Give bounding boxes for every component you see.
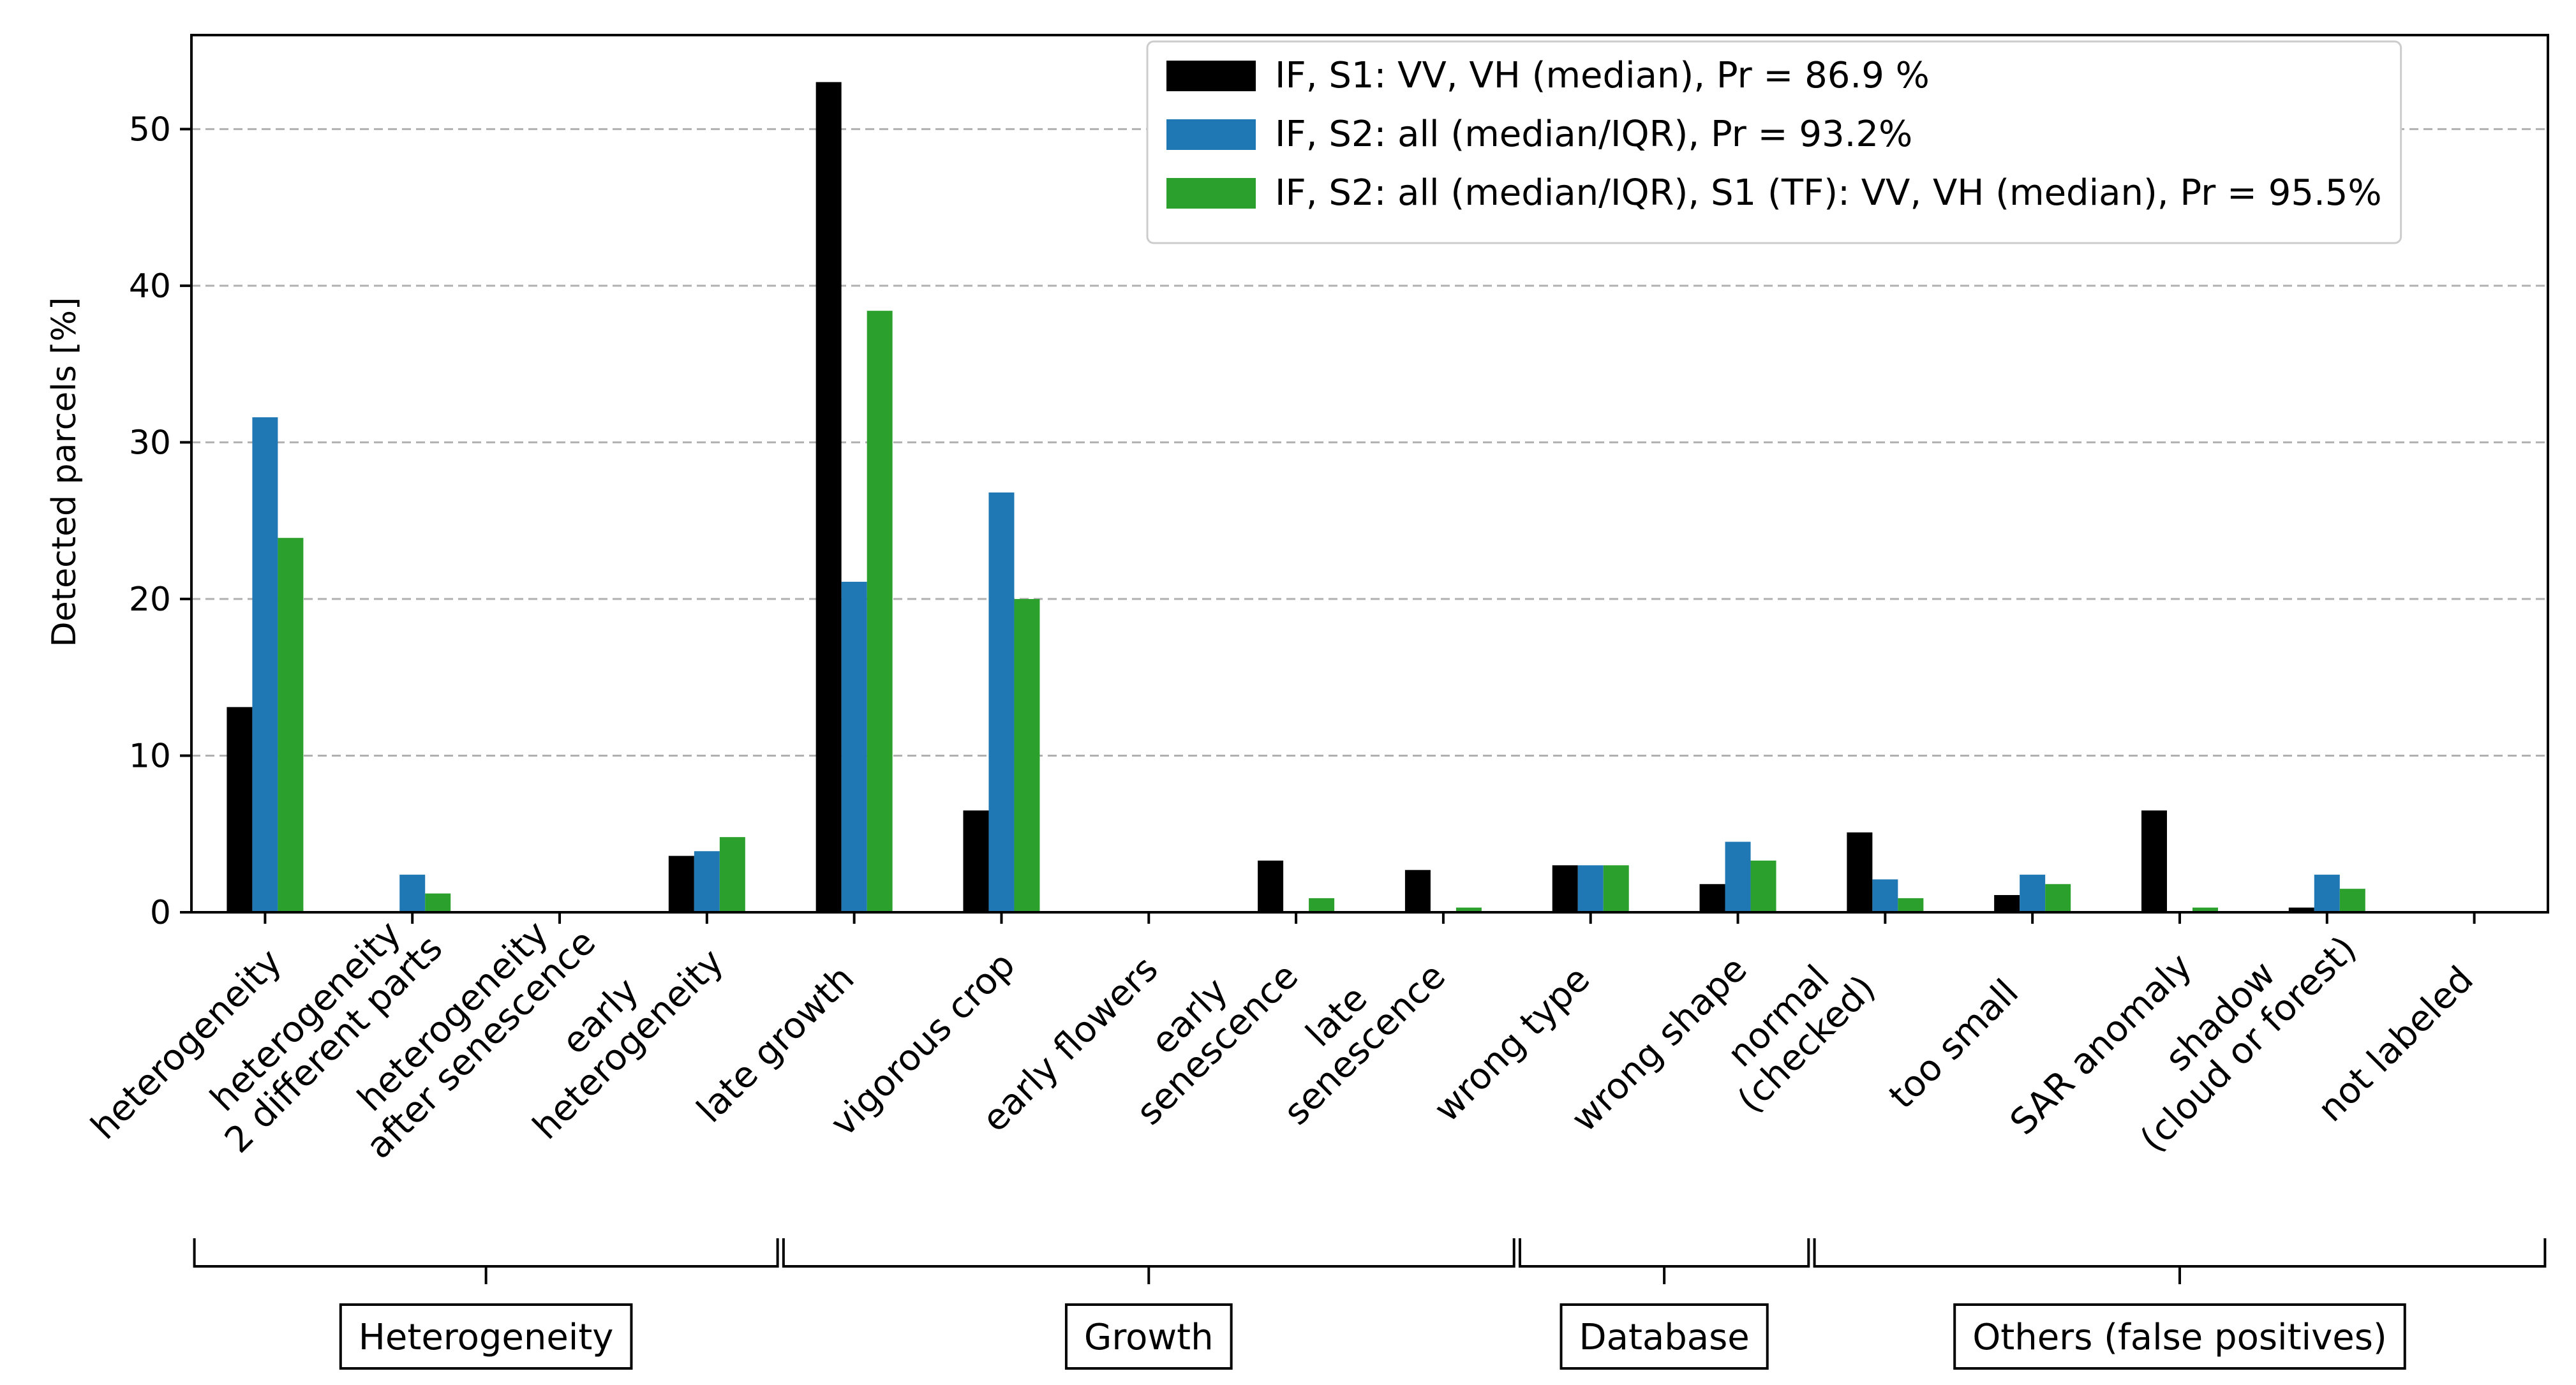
bar <box>815 82 842 912</box>
legend-swatch <box>1166 178 1256 209</box>
bar <box>425 893 451 912</box>
bar <box>227 707 253 912</box>
x-tick-label: too small <box>1881 972 2027 1117</box>
group-label: Heterogeneity <box>359 1317 614 1358</box>
bar <box>867 311 893 913</box>
bar <box>2314 875 2340 912</box>
group-bracket: Growth <box>782 1238 1515 1370</box>
group-label: Database <box>1579 1317 1750 1358</box>
bar <box>1014 598 1040 912</box>
bar <box>2339 889 2365 912</box>
group-bracket: Database <box>1518 1238 1810 1370</box>
bar <box>668 855 694 912</box>
bar <box>1456 907 1482 912</box>
bar <box>719 837 745 912</box>
group-label: Others (false positives) <box>1972 1317 2387 1358</box>
bar <box>1404 870 1431 912</box>
group-label-box <box>1953 1303 2406 1370</box>
legend-label: IF, S2: all (median/IQR), Pr = 93.2% <box>1275 114 1912 155</box>
group-label-box <box>1560 1303 1769 1370</box>
bar <box>1898 898 1924 912</box>
y-tick-label: 20 <box>129 581 171 619</box>
bar <box>963 810 989 912</box>
bar <box>1699 884 1725 912</box>
bar <box>1847 832 1873 912</box>
bar <box>252 417 278 912</box>
plot-frame <box>190 34 2549 914</box>
legend-item: IF, S2: all (median/IQR), Pr = 93.2% <box>1166 114 1912 155</box>
bar <box>2192 907 2218 912</box>
y-axis: 0 10 20 30 40 50 <box>129 110 191 932</box>
legend: IF, S1: VV, VH (median), Pr = 86.9 % IF, … <box>1146 40 2402 244</box>
legend-label: IF, S2: all (median/IQR), S1 (TF): VV, V… <box>1275 172 2382 214</box>
bar <box>2288 907 2314 912</box>
group-label-box <box>1064 1303 1233 1370</box>
legend-swatch <box>1166 119 1256 150</box>
bar <box>841 581 867 912</box>
group-label: Growth <box>1084 1317 1214 1358</box>
legend-swatch <box>1166 61 1256 91</box>
group-label-box <box>339 1303 633 1370</box>
bar <box>988 492 1015 912</box>
bar <box>1577 865 1604 912</box>
group-bracket: Heterogeneity <box>193 1238 779 1370</box>
bar <box>2045 884 2071 912</box>
bar <box>1258 860 1284 912</box>
bar <box>278 538 304 912</box>
y-tick-label: 10 <box>129 737 171 775</box>
bar <box>694 851 720 912</box>
bar <box>1750 860 1776 912</box>
category-groups: Heterogeneity Growth Database Others (false… <box>193 1238 2547 1370</box>
group-bracket: Others (false positives) <box>1813 1238 2547 1370</box>
y-axis-title: Detected parcels [%] <box>45 297 84 648</box>
y-tick-label: 50 <box>129 110 171 149</box>
bar <box>2020 875 2046 912</box>
y-tick-label: 0 <box>150 894 171 932</box>
legend-item: IF, S1: VV, VH (median), Pr = 86.9 % <box>1166 55 1930 96</box>
bar <box>399 875 426 912</box>
y-tick-label: 40 <box>129 267 171 306</box>
bar <box>1552 865 1578 912</box>
y-tick-label: 30 <box>129 424 171 462</box>
bar <box>1603 865 1629 912</box>
bar <box>2141 810 2167 912</box>
legend-label: IF, S1: VV, VH (median), Pr = 86.9 % <box>1275 55 1930 96</box>
legend-box <box>1146 40 2402 244</box>
bar <box>1309 898 1335 912</box>
bar <box>1994 894 2020 912</box>
bar <box>1725 841 1751 912</box>
legend-item: IF, S2: all (median/IQR), S1 (TF): VV, V… <box>1166 172 2382 214</box>
bars <box>227 82 2365 913</box>
bar <box>1872 879 1898 912</box>
